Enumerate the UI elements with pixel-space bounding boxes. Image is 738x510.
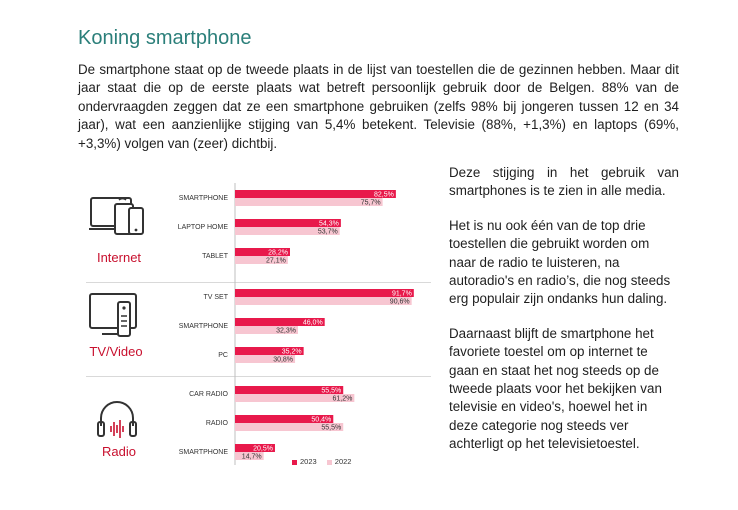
bar-2022: [235, 355, 296, 363]
data-label-2023: 46,0%: [303, 320, 323, 327]
category-tick-label: LAPTOP HOME: [178, 224, 229, 231]
bar-2022: [235, 227, 340, 235]
data-label-2022: 53,7%: [318, 229, 338, 236]
category-label-internet: Internet: [96, 250, 142, 265]
intro-paragraph: De smartphone staat op de tweede plaats …: [78, 62, 679, 151]
data-label-2022: 90,6%: [390, 299, 410, 306]
bar-2022: [235, 423, 344, 431]
data-label-2022: 32,3%: [276, 328, 296, 335]
data-label-2022: 27,1%: [266, 258, 286, 265]
category-tick-label: RADIO: [206, 420, 229, 427]
group-divider: [86, 376, 431, 377]
bar-2023: [235, 219, 341, 227]
data-label-2023: 55,5%: [321, 388, 341, 395]
bar-2023: [235, 318, 325, 326]
headphones-icon: [97, 401, 137, 438]
data-label-2022: 55,5%: [321, 425, 341, 432]
data-label-2023: 35,2%: [282, 349, 302, 356]
tv-remote-icon: [89, 293, 137, 337]
side-paragraph-1: Deze stijging in het gebruik van smartph…: [449, 165, 679, 199]
devices-icon: [89, 197, 144, 235]
bar-2023: [235, 248, 290, 256]
data-label-2023: 28,2%: [268, 250, 288, 257]
data-label-2023: 50,4%: [311, 417, 331, 424]
bar-2023: [235, 444, 275, 452]
bar-2023: [235, 190, 396, 198]
bar-2022: [235, 256, 288, 264]
category-tick-label: CAR RADIO: [189, 391, 228, 398]
data-label-2022: 75,7%: [361, 200, 381, 207]
category-tick-label: SMARTPHONE: [179, 323, 229, 330]
category-label-tv-video: TV/Video: [89, 344, 143, 359]
side-paragraph-3: Daarnaast blijft de smartphone het favor…: [449, 325, 662, 452]
data-label-2023: 54,3%: [319, 221, 339, 228]
legend-label-2022: 2022: [334, 457, 352, 466]
data-label-2023: 20,5%: [253, 446, 273, 453]
data-label-2022: 61,2%: [332, 396, 352, 403]
article-title: Koning smartphone: [78, 27, 252, 49]
data-label-2023: 91,7%: [392, 291, 412, 298]
category-tick-label: TV SET: [203, 294, 228, 301]
legend-item-2023: 2023: [292, 457, 317, 466]
bar-2022: [235, 326, 298, 334]
category-tick-label: TABLET: [202, 253, 229, 260]
chart-legend: 2023 2022: [292, 457, 359, 466]
category-tick-label: SMARTPHONE: [179, 195, 229, 202]
side-column: Deze stijging in het gebruik van smartph…: [449, 164, 679, 470]
data-label-2022: 14,7%: [242, 454, 262, 461]
side-paragraph-2: Het is nu ook één van de top drie toeste…: [449, 217, 671, 307]
bar-2023: [235, 415, 334, 423]
category-label-radio: Radio: [102, 444, 136, 459]
bar-2023: [235, 347, 304, 355]
bar-2022: [235, 198, 383, 206]
legend-item-2022: 2022: [326, 457, 352, 466]
bar-2023: [235, 386, 344, 394]
category-tick-label: PC: [218, 352, 228, 359]
bar-2022: [235, 452, 264, 460]
bar-2022: [235, 394, 355, 402]
bar-2022: [235, 297, 412, 305]
data-label-2023: 82,5%: [374, 192, 394, 199]
group-divider: [86, 282, 431, 283]
bar-2023: [235, 289, 414, 297]
data-label-2022: 30,8%: [273, 357, 293, 364]
category-tick-label: SMARTPHONE: [179, 449, 229, 456]
legend-label-2023: 2023: [300, 457, 317, 466]
